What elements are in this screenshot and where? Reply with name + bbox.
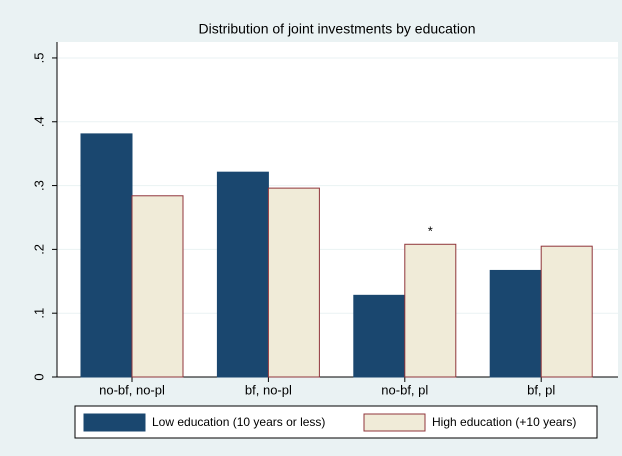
- legend-label: High education (+10 years): [432, 415, 576, 429]
- legend-swatch: [363, 413, 426, 432]
- y-tick-label: .5: [31, 53, 46, 64]
- legend-label: Low education (10 years or less): [152, 415, 325, 429]
- legend-swatch: [83, 413, 146, 432]
- bar: [353, 294, 406, 378]
- y-tick-label: .3: [31, 180, 46, 191]
- x-tick-label: bf, no-pl: [245, 382, 292, 397]
- bar: [540, 245, 593, 378]
- x-tick-label: bf, pl: [527, 382, 555, 397]
- chart-title: Distribution of joint investments by edu…: [198, 21, 475, 37]
- y-tick-label: .2: [31, 244, 46, 255]
- x-tick-label: no-bf, no-pl: [99, 382, 165, 397]
- bar: [131, 195, 184, 378]
- bar: [267, 187, 320, 378]
- annotation: *: [428, 224, 433, 239]
- bar: [489, 269, 542, 378]
- legend-box: [74, 405, 598, 439]
- y-tick-label: .4: [31, 116, 46, 127]
- y-tick-label: 0: [31, 373, 46, 380]
- bar: [216, 171, 269, 378]
- bar: [404, 243, 457, 378]
- y-tick-label: .1: [31, 308, 46, 319]
- bar: [80, 133, 133, 378]
- x-tick-label: no-bf, pl: [381, 382, 428, 397]
